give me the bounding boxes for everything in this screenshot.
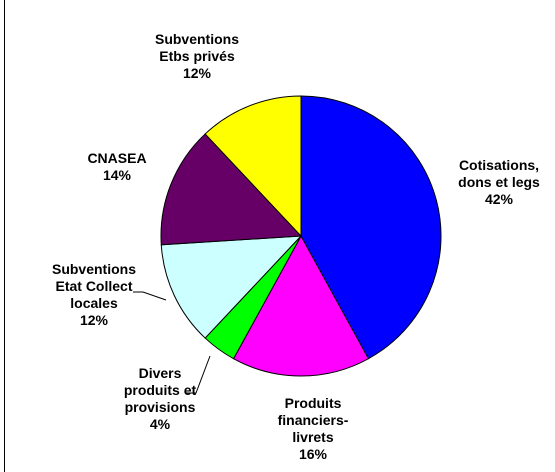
slice-label-2-line-0: Divers	[139, 365, 182, 381]
slice-label-3-line-2: locales	[70, 295, 118, 311]
slice-label-0-line-0: Cotisations,	[459, 157, 539, 173]
pie-slice-4	[160, 133, 303, 246]
pie-slice-0	[300, 95, 442, 360]
slice-value-label-2: 4%	[150, 416, 171, 432]
pie-slice-5	[204, 95, 302, 238]
slice-value-label-5: 12%	[183, 65, 212, 81]
slice-value-label-3: 12%	[80, 312, 109, 328]
slice-label-2-line-1: produits et	[124, 382, 197, 398]
leader-line-3	[133, 291, 167, 301]
slice-label-5-line-0: Subventions	[155, 31, 239, 47]
leader-lines	[133, 291, 211, 394]
slice-label-1-line-0: Produits	[285, 395, 342, 411]
leader-line-2	[185, 355, 211, 394]
slice-value-label-0: 42%	[485, 191, 514, 207]
slice-value-label-1: 16%	[299, 446, 328, 462]
slice-label-0-line-1: dons et legs	[458, 174, 540, 190]
slice-label-3-line-0: Subventions	[52, 261, 136, 277]
pie-slice-1	[232, 234, 370, 377]
slice-label-3-line-1: Etat Collect	[55, 278, 132, 294]
slice-label-1-line-2: livrets	[292, 429, 333, 445]
slice-value-label-4: 14%	[103, 167, 132, 183]
slice-label-2-line-2: provisions	[125, 399, 196, 415]
slice-label-4-line-0: CNASEA	[87, 150, 146, 166]
slice-label-1-line-1: financiers-	[278, 412, 349, 428]
pie-slice-3	[160, 235, 303, 339]
pie-slices	[160, 95, 442, 377]
slice-label-5-line-1: Etbs privés	[159, 48, 235, 64]
